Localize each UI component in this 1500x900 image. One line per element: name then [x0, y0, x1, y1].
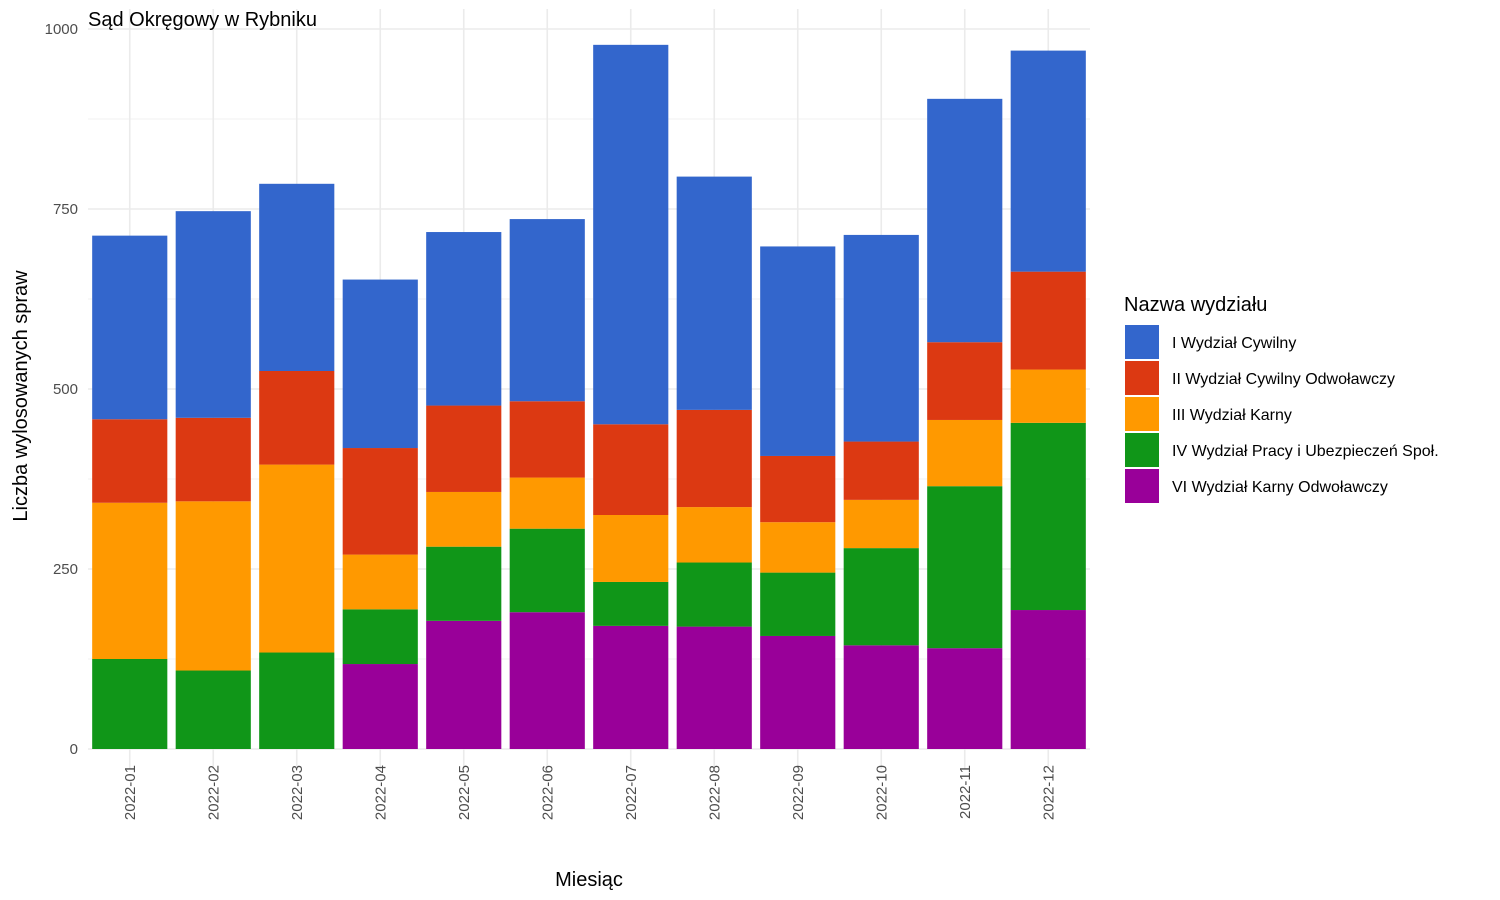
legend-swatch — [1125, 397, 1159, 431]
bar-segment — [676, 562, 752, 627]
bar-segment — [676, 507, 752, 563]
y-axis-ticks: 0 250 500 750 1000 — [45, 21, 78, 758]
bar-segment — [927, 486, 1003, 649]
bar-segment — [92, 502, 168, 659]
legend-title: Nazwa wydziału — [1124, 294, 1267, 316]
bar-segment — [1010, 610, 1086, 749]
legend-label: I Wydział Cywilny — [1172, 335, 1296, 352]
bar-segment — [509, 612, 585, 749]
bar-segment — [342, 279, 418, 449]
bar-segment — [426, 546, 502, 621]
bar-segment — [509, 477, 585, 529]
legend-label: IV Wydział Pracy i Ubezpieczeń Społ. — [1172, 443, 1439, 460]
bar-segment — [1010, 369, 1086, 423]
x-tick-label: 2022-11 — [957, 765, 974, 819]
x-tick-label: 2022-09 — [790, 765, 807, 820]
bar-segment — [593, 424, 669, 515]
bar-segment — [175, 211, 251, 418]
bar-segment — [426, 405, 502, 492]
bar-segment — [843, 548, 919, 646]
x-tick-label: 2022-01 — [122, 765, 139, 820]
bar-segment — [342, 448, 418, 555]
bar-segment — [259, 464, 335, 653]
x-tick-label: 2022-03 — [289, 765, 306, 820]
x-axis-title: Miesiąc — [555, 869, 623, 891]
y-axis-title: Liczba wylosowanych spraw — [10, 270, 32, 522]
bar-segment — [760, 455, 836, 523]
bar-segment — [1010, 422, 1086, 611]
bar-segment — [1010, 271, 1086, 370]
x-tick-label: 2022-10 — [873, 765, 890, 820]
y-tick-label: 500 — [53, 381, 78, 398]
bar-segment — [342, 554, 418, 610]
x-tick-label: 2022-12 — [1040, 765, 1057, 820]
bar-segment — [342, 664, 418, 749]
x-tick-label: 2022-05 — [456, 765, 473, 820]
x-tick-label: 2022-04 — [372, 765, 389, 820]
bar-segment — [760, 635, 836, 749]
x-tick-label: 2022-02 — [205, 765, 222, 820]
bar-segment — [509, 219, 585, 402]
bar-segment — [760, 522, 836, 573]
bar-segment — [676, 176, 752, 410]
y-tick-label: 0 — [70, 741, 78, 758]
bar-segment — [843, 441, 919, 500]
bar-segment — [927, 342, 1003, 420]
bar-segment — [927, 419, 1003, 487]
bar-segment — [760, 572, 836, 636]
bar-segment — [92, 235, 168, 420]
legend-label: II Wydział Cywilny Odwoławczy — [1172, 371, 1395, 388]
bar-segment — [426, 491, 502, 547]
bar-segment — [259, 183, 335, 371]
bar-segment — [927, 98, 1003, 343]
legend-swatch — [1125, 469, 1159, 503]
x-tick-label: 2022-07 — [623, 765, 640, 820]
bar-segment — [92, 419, 168, 503]
bar-segment — [509, 401, 585, 478]
y-tick-label: 750 — [53, 201, 78, 218]
legend-swatch — [1125, 433, 1159, 467]
bar-segment — [426, 232, 502, 406]
bar-segment — [259, 371, 335, 465]
bar-segment — [1010, 50, 1086, 272]
bar-segment — [426, 620, 502, 749]
bar-segment — [175, 501, 251, 671]
x-tick-label: 2022-08 — [706, 765, 723, 820]
legend-swatch — [1125, 361, 1159, 395]
y-tick-label: 250 — [53, 561, 78, 578]
bar-segment — [175, 670, 251, 749]
bar-segment — [593, 515, 669, 582]
chart-title: Sąd Okręgowy w Rybniku — [88, 9, 317, 31]
x-axis-ticks: 2022-01 2022-02 2022-03 2022-04 2022-05 2022-… — [122, 765, 1058, 820]
bar-segment — [593, 581, 669, 626]
x-tick-label: 2022-06 — [539, 765, 556, 820]
legend: Nazwa wydziału I Wydział Cywilny II Wydzi… — [1124, 294, 1439, 503]
legend-label: VI Wydział Karny Odwoławczy — [1172, 479, 1388, 496]
bar-segment — [760, 246, 836, 456]
legend-label: III Wydział Karny — [1172, 407, 1292, 424]
bar-segment — [509, 528, 585, 613]
legend-swatch — [1125, 325, 1159, 359]
bar-segment — [676, 626, 752, 749]
bar-segment — [593, 625, 669, 749]
bar-segment — [259, 652, 335, 749]
bar-segment — [843, 645, 919, 749]
bar-segment — [843, 499, 919, 549]
y-tick-label: 1000 — [45, 21, 78, 38]
bar-segment — [175, 417, 251, 502]
bar-segment — [843, 234, 919, 442]
bar-segment — [342, 609, 418, 665]
bars — [92, 44, 1086, 749]
bar-segment — [92, 659, 168, 749]
bar-segment — [676, 409, 752, 508]
bar-segment — [927, 648, 1003, 749]
bar-segment — [593, 44, 669, 425]
